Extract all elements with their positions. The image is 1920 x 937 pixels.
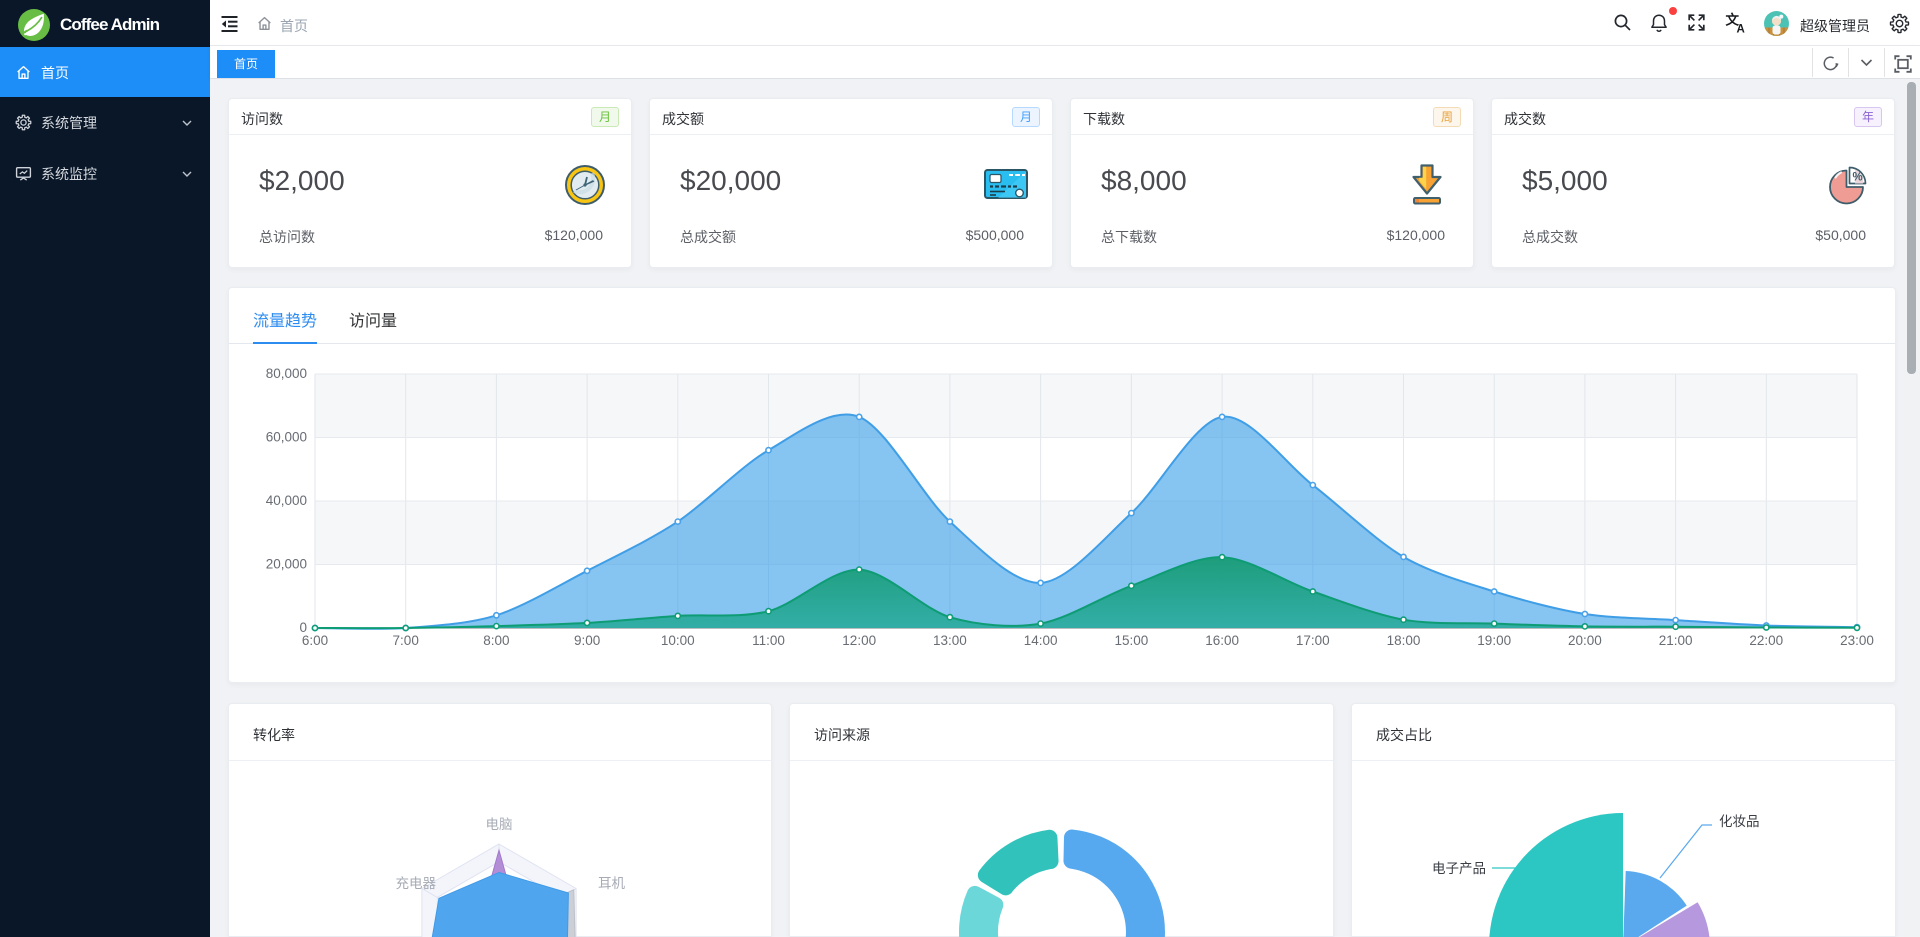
svg-text:10:00: 10:00 [661,633,695,648]
svg-text:23:00: 23:00 [1840,633,1874,648]
svg-text:19:00: 19:00 [1477,633,1511,648]
svg-text:21:00: 21:00 [1659,633,1693,648]
svg-text:%: % [1853,172,1863,184]
svg-text:6:00: 6:00 [302,633,328,648]
svg-text:17:00: 17:00 [1296,633,1330,648]
svg-text:18:00: 18:00 [1387,633,1421,648]
svg-text:9:00: 9:00 [574,633,600,648]
svg-text:40,000: 40,000 [266,493,307,508]
svg-text:22:00: 22:00 [1749,633,1783,648]
svg-text:文: 文 [1726,12,1740,28]
svg-text:化妆品: 化妆品 [1719,814,1760,829]
svg-text:耳机: 耳机 [598,876,626,891]
svg-text:8:00: 8:00 [483,633,509,648]
svg-text:60,000: 60,000 [266,430,307,445]
svg-text:7:00: 7:00 [393,633,419,648]
svg-text:80,000: 80,000 [266,366,307,381]
svg-text:电脑: 电脑 [486,817,513,832]
svg-text:电子产品: 电子产品 [1432,861,1486,876]
svg-text:15:00: 15:00 [1115,633,1149,648]
svg-text:充电器: 充电器 [396,876,437,891]
svg-text:11:00: 11:00 [752,633,785,648]
svg-text:12:00: 12:00 [842,633,876,648]
svg-text:0: 0 [299,620,307,635]
svg-text:20,000: 20,000 [266,557,307,572]
svg-text:14:00: 14:00 [1024,633,1058,648]
svg-text:13:00: 13:00 [933,633,967,648]
svg-text:16:00: 16:00 [1205,633,1239,648]
svg-text:20:00: 20:00 [1568,633,1602,648]
svg-text:A: A [1737,24,1745,35]
